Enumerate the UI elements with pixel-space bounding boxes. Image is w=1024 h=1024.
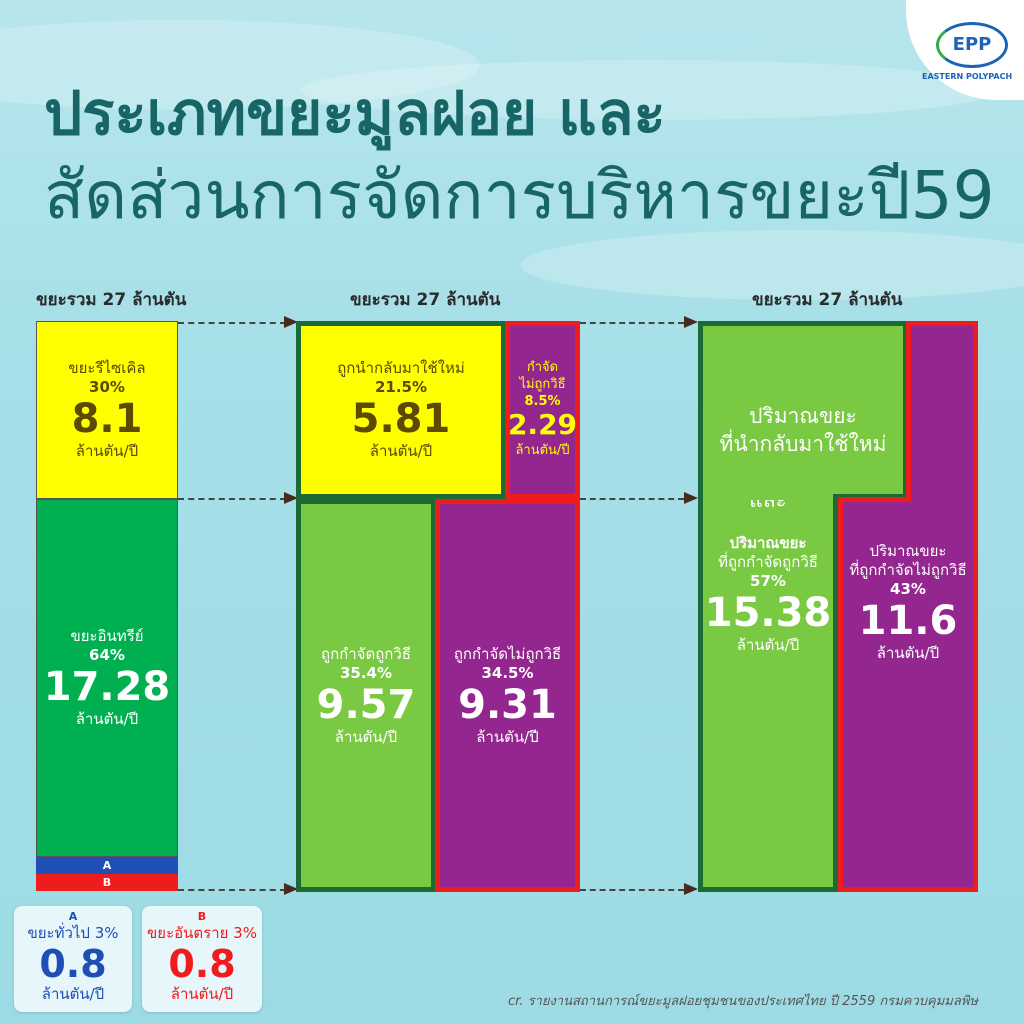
organic-label: ขยะอินทรีย์ [70,627,144,645]
arrow-right-icon [684,316,698,328]
purple-percent: 43% [890,580,926,598]
proper-total-top-block: ปริมาณขยะ ที่นำกลับมาใช้ใหม่ [698,321,908,499]
organic-value: 17.28 [43,664,171,710]
connector-line [580,322,684,324]
legend-a-value: 0.8 [39,942,107,986]
connector-line [178,322,286,324]
general-waste-strip: A [36,857,178,874]
proper-unit: ล้านตัน/ปี [334,727,398,746]
col2-header: ขยะรวม 27 ล้านตัน [350,290,501,310]
improper-small-unit: ล้านตัน/ปี [515,442,570,458]
epp-logo-icon: EPP [936,22,1008,68]
legend-a-label: ขยะทั่วไป 3% [27,924,119,942]
arrow-right-icon [284,883,298,895]
recycle-unit: ล้านตัน/ปี [75,442,139,460]
border-fill [911,497,973,503]
reused-block: ถูกนำกลับมาใช้ใหม่ 21.5% 5.81 ล้านตัน/ปี [296,321,506,499]
recycle-value: 8.1 [71,396,143,442]
legend-b-unit: ล้านตัน/ปี [170,985,234,1003]
improper-recycle-block: กำจัด ไม่ถูกวิธี 8.5% 2.29 ล้านตัน/ปี [505,321,580,499]
organic-unit: ล้านตัน/ปี [75,710,139,728]
step-border [833,494,908,499]
organic-waste-block: ขยะอินทรีย์ 64% 17.28 ล้านตัน/ปี [36,499,178,857]
connector-line [178,889,286,891]
improper-total-block: ปริมาณขยะ ที่ถูกกำจัดไม่ถูกวิธี 43% 11.6… [838,497,978,892]
source-credit: cr. รายงานสถานการณ์ขยะมูลฝอยชุมชนของประเ… [508,994,978,1009]
background-wave [0,20,480,110]
arrow-right-icon [284,492,298,504]
proper-disposal-block: ถูกกำจัดถูกวิธี 35.4% 9.57 ล้านตัน/ปี [296,499,436,892]
proper-label: ถูกกำจัดถูกวิธี [321,644,411,663]
proper-total-block: และ ปริมาณขยะ ที่ถูกกำจัดถูกวิธี 57% 15.… [698,488,838,892]
green-value: 15.38 [704,590,832,636]
green-unit: ล้านตัน/ปี [736,636,800,654]
purple-label1: ปริมาณขยะ [869,542,947,560]
organic-percent: 64% [89,646,125,664]
col1-header: ขยะรวม 27 ล้านตัน [36,290,187,310]
background-wave [520,230,1024,300]
reused-value: 5.81 [351,396,451,442]
background-wave [300,60,1000,120]
legend-a-unit: ล้านตัน/ปี [41,985,105,1003]
legend-b-label: ขยะอันตราย 3% [147,924,257,942]
recycle-waste-block: ขยะรีไซเคิล 30% 8.1 ล้านตัน/ปี [36,321,178,499]
legend-a-key: A [68,910,78,923]
hazardous-waste-strip: B [36,874,178,891]
purple-unit: ล้านตัน/ปี [876,644,940,662]
reused-percent: 21.5% [374,378,428,396]
connector-line [178,498,286,500]
reused-label: ถูกนำกลับมาใช้ใหม่ [337,359,465,377]
improper-label: ถูกกำจัดไม่ถูกวิธี [453,644,562,663]
page-title-line2: สัดส่วนการจัดการบริหารขยะปี59 [44,157,995,234]
recycle-label: ขยะรีไซเคิล [68,359,146,377]
arrow-right-icon [284,316,298,328]
improper-small-value: 2.29 [507,408,578,442]
connector-line [580,889,684,891]
improper-disposal-block: ถูกกำจัดไม่ถูกวิธี 34.5% 9.31 ล้านตัน/ปี [435,499,580,892]
purple-label2: ที่ถูกกำจัดไม่ถูกวิธี [849,561,967,579]
improper-value: 9.31 [458,681,557,728]
arrow-right-icon [684,492,698,504]
connector-line [580,498,684,500]
page-title-line1: ประเภทขยะมูลฝอย และ [44,79,666,149]
reused-unit: ล้านตัน/ปี [369,442,433,460]
arrow-right-icon [684,883,698,895]
brand-name: EASTERN POLYPACH [922,72,1013,81]
improper-small-percent: 8.5% [524,394,561,410]
green-label1: ปริมาณขยะ [729,534,807,552]
legend-hazardous-waste: B ขยะอันตราย 3% 0.8 ล้านตัน/ปี [142,906,262,1012]
proper-percent: 35.4% [339,663,393,682]
green-top-label1: ปริมาณขยะ [749,404,857,428]
improper-small-label1: กำจัด [526,360,559,376]
border-fill [698,494,703,504]
purple-value: 11.6 [858,598,958,644]
legend-b-key: B [197,910,207,923]
green-top-label2: ที่นำกลับมาใช้ใหม่ [719,432,887,456]
improper-total-top-block [906,321,978,501]
green-label2: ที่ถูกกำจัดถูกวิธี [718,553,818,571]
improper-percent: 34.5% [481,663,534,682]
proper-value: 9.57 [316,681,416,728]
improper-small-label2: ไม่ถูกวิธี [519,377,566,393]
recycle-percent: 30% [89,378,125,396]
col3-header: ขยะรวม 27 ล้านตัน [752,290,903,310]
green-percent: 57% [750,572,786,590]
border-fill [703,494,833,500]
green-top-label3: และ [749,488,787,512]
legend-b-value: 0.8 [168,942,236,986]
improper-unit: ล้านตัน/ปี [476,727,539,746]
legend-general-waste: A ขยะทั่วไป 3% 0.8 ล้านตัน/ปี [14,906,132,1012]
